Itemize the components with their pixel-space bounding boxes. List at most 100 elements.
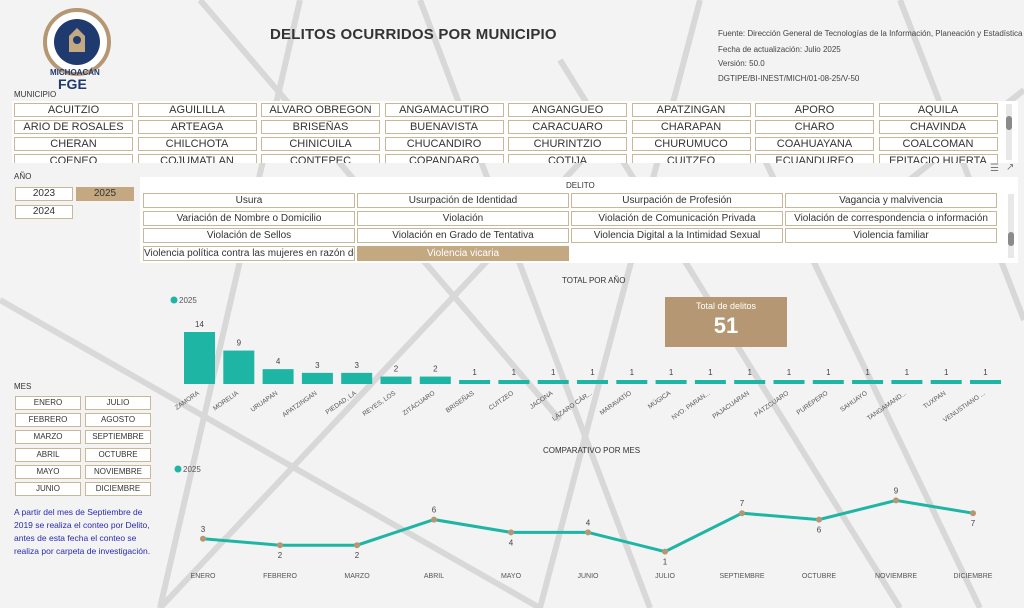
line-point[interactable]: [739, 510, 745, 517]
bar[interactable]: [498, 380, 530, 384]
filter-icon[interactable]: ☰: [990, 163, 999, 174]
delito-item[interactable]: Usura: [143, 193, 355, 208]
delito-item[interactable]: Variación de Nombre o Domicilio: [143, 210, 355, 226]
mes-item[interactable]: SEPTIEMBRE: [85, 430, 151, 445]
municipio-item[interactable]: APORO: [755, 103, 874, 117]
municipio-item[interactable]: ALVARO OBREGON: [261, 103, 380, 117]
bar-value-label: 1: [708, 368, 713, 377]
municipio-item[interactable]: ECUANDUREO: [755, 154, 874, 163]
line-point[interactable]: [893, 497, 899, 504]
line-point[interactable]: [200, 535, 206, 542]
mes-item[interactable]: DICIEMBRE: [85, 482, 151, 496]
mes-item[interactable]: NOVIEMBRE: [85, 464, 151, 479]
delito-item[interactable]: Violencia familiar: [785, 228, 997, 243]
municipio-item[interactable]: BRISEÑAS: [261, 120, 380, 134]
mes-item[interactable]: JUNIO: [15, 482, 81, 496]
municipio-item[interactable]: CHARO: [755, 120, 874, 134]
mes-item[interactable]: MAYO: [15, 464, 81, 479]
line-point[interactable]: [816, 516, 822, 523]
bar[interactable]: [773, 380, 805, 384]
mes-item[interactable]: FEBRERO: [15, 413, 81, 428]
delito-item[interactable]: Violación: [357, 210, 569, 226]
municipio-item[interactable]: CARACUARO: [508, 120, 627, 134]
municipio-item[interactable]: CONTEPEC: [261, 154, 380, 163]
line-point[interactable]: [585, 529, 591, 536]
municipio-scroll-thumb[interactable]: [1006, 116, 1012, 130]
municipio-item[interactable]: COENEO: [14, 154, 133, 163]
delito-item[interactable]: Violación de Comunicación Privada: [571, 210, 783, 226]
mes-item[interactable]: MARZO: [15, 430, 81, 445]
bar[interactable]: [616, 380, 648, 384]
municipio-item[interactable]: EPITACIO HUERTA: [878, 154, 998, 163]
mes-item[interactable]: ABRIL: [15, 447, 81, 462]
municipio-item[interactable]: CHILCHOTA: [137, 137, 257, 151]
municipio-item[interactable]: COTIJA: [508, 154, 627, 163]
municipio-item[interactable]: CUITZEO: [631, 154, 751, 163]
municipio-item[interactable]: ARTEAGA: [137, 120, 257, 134]
bar[interactable]: [380, 376, 412, 384]
municipio-item[interactable]: CHURINTZIO: [508, 137, 627, 151]
bar[interactable]: [655, 380, 687, 384]
municipio-item[interactable]: COALCOMAN: [878, 137, 998, 151]
year-2023-button[interactable]: 2023: [15, 187, 73, 201]
municipio-item[interactable]: ARIO DE ROSALES: [14, 120, 133, 134]
municipio-item[interactable]: COAHUAYANA: [755, 137, 874, 151]
bar[interactable]: [577, 380, 608, 384]
municipio-scrollbar[interactable]: [1006, 104, 1012, 160]
bar[interactable]: [301, 372, 333, 384]
delito-item[interactable]: Violación de correspondencia o informaci…: [785, 210, 997, 226]
bar[interactable]: [852, 380, 884, 384]
municipio-item[interactable]: BUENAVISTA: [384, 120, 504, 134]
municipio-item[interactable]: CHERAN: [14, 137, 133, 151]
delito-scrollbar[interactable]: [1008, 194, 1014, 258]
line-point[interactable]: [662, 548, 668, 555]
line-point[interactable]: [431, 516, 437, 523]
mes-item[interactable]: ENERO: [15, 396, 81, 410]
municipio-item[interactable]: AGUILILLA: [137, 103, 257, 117]
line-point[interactable]: [508, 529, 514, 536]
delito-item[interactable]: Vagancia y malvivencia: [785, 193, 997, 208]
municipio-item[interactable]: COPANDARO: [384, 154, 504, 163]
line-point[interactable]: [970, 510, 976, 517]
delito-scroll-thumb[interactable]: [1008, 232, 1014, 246]
delito-item[interactable]: Usurpación de Identidad: [357, 193, 569, 208]
delito-item[interactable]: Violación en Grado de Tentativa: [357, 228, 569, 243]
bar[interactable]: [694, 380, 726, 384]
municipio-item[interactable]: ACUITZIO: [14, 103, 133, 117]
year-2024-button[interactable]: 2024: [15, 205, 73, 219]
municipio-item[interactable]: APATZINGAN: [631, 103, 751, 117]
mes-item[interactable]: AGOSTO: [85, 413, 151, 428]
bar[interactable]: [734, 380, 766, 384]
municipio-item[interactable]: CHARAPAN: [631, 120, 751, 134]
delito-item[interactable]: Usurpación de Profesión: [571, 193, 783, 208]
mes-item[interactable]: JULIO: [85, 396, 151, 410]
mes-item[interactable]: OCTUBRE: [85, 447, 151, 462]
bar[interactable]: [341, 372, 373, 384]
delito-item[interactable]: Violación de Sellos: [143, 228, 355, 243]
bar[interactable]: [891, 380, 923, 384]
municipio-item[interactable]: AQUILA: [878, 103, 998, 117]
bar[interactable]: [970, 380, 1001, 384]
municipio-item[interactable]: CHINICUILA: [261, 137, 380, 151]
line-point[interactable]: [354, 542, 360, 549]
municipio-item[interactable]: CHURUMUCO: [631, 137, 751, 151]
delito-item[interactable]: Violencia vicaria: [357, 245, 569, 261]
bar[interactable]: [459, 380, 491, 384]
municipio-item[interactable]: CHUCANDIRO: [384, 137, 504, 151]
delito-item[interactable]: Violencia Digital a la Intimidad Sexual: [571, 228, 783, 243]
bar[interactable]: [812, 380, 844, 384]
delito-item[interactable]: Violencia política contra las mujeres en…: [143, 245, 355, 261]
municipio-item[interactable]: ANGAMACUTIRO: [384, 103, 504, 117]
line-point[interactable]: [277, 542, 283, 549]
municipio-item[interactable]: CHAVINDA: [878, 120, 998, 134]
municipio-item[interactable]: COJUMATLAN: [137, 154, 257, 163]
year-2025-button[interactable]: 2025: [76, 187, 134, 201]
expand-icon[interactable]: ↗: [1006, 162, 1015, 173]
bar[interactable]: [184, 332, 215, 384]
bar[interactable]: [930, 380, 962, 384]
bar[interactable]: [537, 380, 569, 384]
bar[interactable]: [419, 376, 451, 384]
bar[interactable]: [223, 350, 255, 384]
bar[interactable]: [262, 369, 294, 384]
municipio-item[interactable]: ANGANGUEO: [508, 103, 627, 117]
